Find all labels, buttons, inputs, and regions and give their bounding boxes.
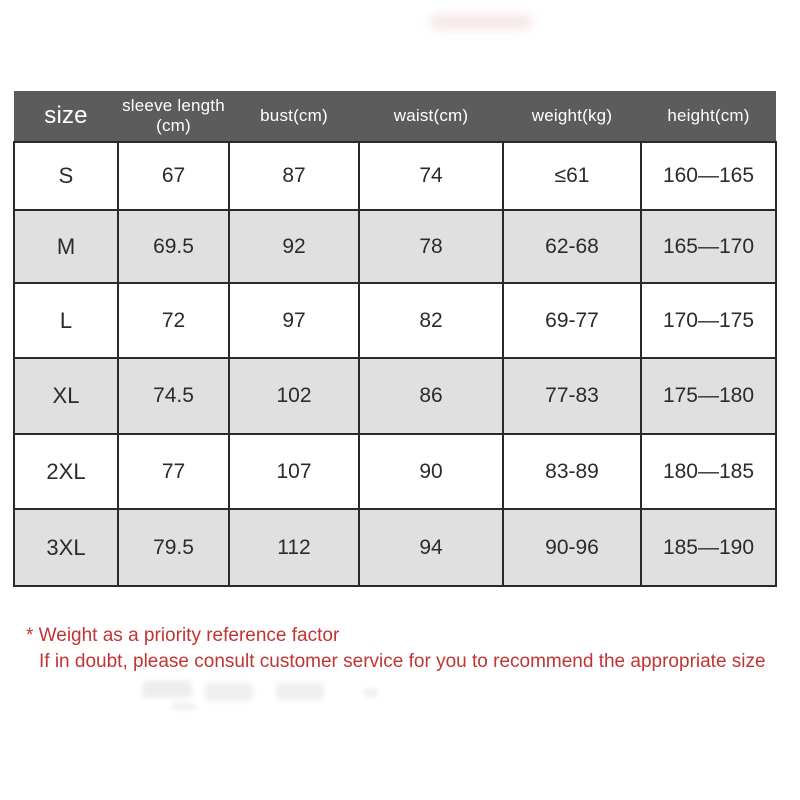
- cell-bust: 102: [228, 357, 360, 435]
- cell-waist: 74: [358, 141, 504, 211]
- cell-size: XL: [13, 357, 119, 435]
- cell-sleeve-length: 77: [117, 433, 230, 510]
- cell-bust: 107: [228, 433, 360, 510]
- cell-waist: 90: [358, 433, 504, 510]
- column-header-waist: waist(cm): [359, 91, 503, 142]
- cell-weight: 83-89: [502, 433, 642, 510]
- cell-weight: ≤61: [502, 141, 642, 211]
- header-row: size sleeve length (cm) bust(cm) waist(c…: [14, 91, 776, 142]
- footnote: * Weight as a priority reference factor …: [26, 623, 766, 675]
- column-header-weight: weight(kg): [503, 91, 641, 142]
- watermark-smudge: [205, 683, 253, 701]
- column-header-label: size: [44, 101, 88, 129]
- column-header-label: bust(cm): [260, 105, 328, 125]
- cell-weight: 90-96: [502, 508, 642, 587]
- column-header-bust: bust(cm): [229, 91, 359, 142]
- cell-height: 160—165: [640, 141, 777, 211]
- cell-weight: 77-83: [502, 357, 642, 435]
- cell-bust: 112: [228, 508, 360, 587]
- cell-height: 170—175: [640, 282, 777, 359]
- cell-sleeve-length: 74.5: [117, 357, 230, 435]
- cell-sleeve-length: 79.5: [117, 508, 230, 587]
- cell-height: 175—180: [640, 357, 777, 435]
- table-row-m: M 69.5 92 78 62-68 165—170: [13, 209, 777, 284]
- table-row-xl: XL 74.5 102 86 77-83 175—180: [13, 357, 777, 435]
- table-row-3xl: 3XL 79.5 112 94 90-96 185—190: [13, 508, 777, 587]
- cell-waist: 86: [358, 357, 504, 435]
- column-header-sleeve-length: sleeve length (cm): [118, 91, 229, 142]
- footnote-line-1: * Weight as a priority reference factor: [26, 625, 340, 646]
- column-header-size: size: [14, 91, 118, 142]
- table-row-l: L 72 97 82 69-77 170—175: [13, 282, 777, 359]
- cell-size: 3XL: [13, 508, 119, 587]
- column-header-label: height(cm): [667, 105, 750, 125]
- column-header-sublabel: (cm): [156, 116, 191, 135]
- cell-weight: 62-68: [502, 209, 642, 284]
- cell-height: 185—190: [640, 508, 777, 587]
- watermark-smudge: [142, 681, 192, 698]
- cell-sleeve-length: 69.5: [117, 209, 230, 284]
- size-chart-table: size sleeve length (cm) bust(cm) waist(c…: [13, 91, 777, 587]
- cell-waist: 78: [358, 209, 504, 284]
- cell-size: M: [13, 209, 119, 284]
- cell-bust: 92: [228, 209, 360, 284]
- cell-size: L: [13, 282, 119, 359]
- faint-smudge: [430, 15, 532, 29]
- watermark-smudge: [172, 703, 196, 710]
- cell-sleeve-length: 72: [117, 282, 230, 359]
- cell-waist: 82: [358, 282, 504, 359]
- table-row-2xl: 2XL 77 107 90 83-89 180—185: [13, 433, 777, 510]
- cell-size: S: [13, 141, 119, 211]
- cell-sleeve-length: 67: [117, 141, 230, 211]
- cell-bust: 97: [228, 282, 360, 359]
- column-header-label: waist(cm): [393, 105, 469, 125]
- column-header-label: weight(kg): [531, 105, 613, 125]
- watermark-smudge: [364, 688, 378, 697]
- cell-waist: 94: [358, 508, 504, 587]
- cell-bust: 87: [228, 141, 360, 211]
- column-header-height: height(cm): [641, 91, 776, 142]
- footnote-line-2: If in doubt, please consult customer ser…: [39, 651, 766, 672]
- column-header-label: sleeve length: [122, 95, 225, 115]
- cell-size: 2XL: [13, 433, 119, 510]
- cell-height: 165—170: [640, 209, 777, 284]
- watermark-smudge: [276, 683, 324, 700]
- cell-weight: 69-77: [502, 282, 642, 359]
- cell-height: 180—185: [640, 433, 777, 510]
- table-row-s: S 67 87 74 ≤61 160—165: [13, 141, 777, 211]
